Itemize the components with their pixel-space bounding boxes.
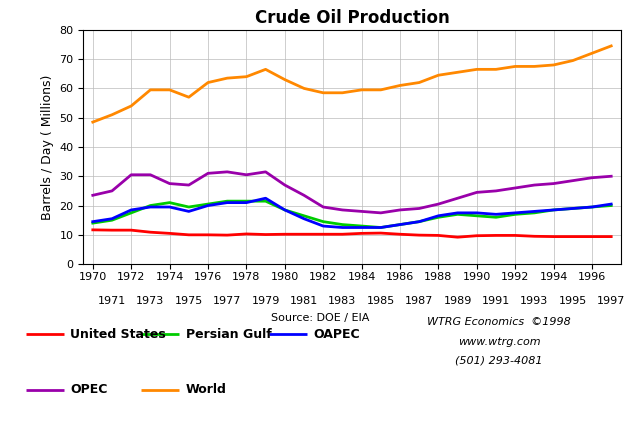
Text: 1979: 1979 [252,296,280,306]
Text: 1977: 1977 [213,296,241,306]
Text: OAPEC: OAPEC [314,328,360,341]
Text: 1985: 1985 [367,296,395,306]
Title: Crude Oil Production: Crude Oil Production [255,9,449,27]
Text: 1991: 1991 [482,296,510,306]
Text: United States: United States [70,328,166,341]
Text: (501) 293-4081: (501) 293-4081 [456,356,543,366]
Text: Source: DOE / EIA: Source: DOE / EIA [271,313,369,323]
Y-axis label: Barrels / Day ( Millions): Barrels / Day ( Millions) [41,74,54,220]
Text: 1997: 1997 [597,296,625,306]
Text: World: World [186,383,227,396]
Text: 1993: 1993 [520,296,548,306]
Text: 1981: 1981 [290,296,318,306]
Text: OPEC: OPEC [70,383,108,396]
Text: 1973: 1973 [136,296,164,306]
Text: WTRG Economics  ©1998: WTRG Economics ©1998 [428,317,571,327]
Text: 1983: 1983 [328,296,356,306]
Text: 1987: 1987 [405,296,433,306]
Text: 1989: 1989 [444,296,472,306]
Text: 1975: 1975 [175,296,203,306]
Text: 1995: 1995 [559,296,587,306]
Text: www.wtrg.com: www.wtrg.com [458,337,541,346]
Text: 1971: 1971 [98,296,126,306]
Text: Persian Gulf: Persian Gulf [186,328,271,341]
